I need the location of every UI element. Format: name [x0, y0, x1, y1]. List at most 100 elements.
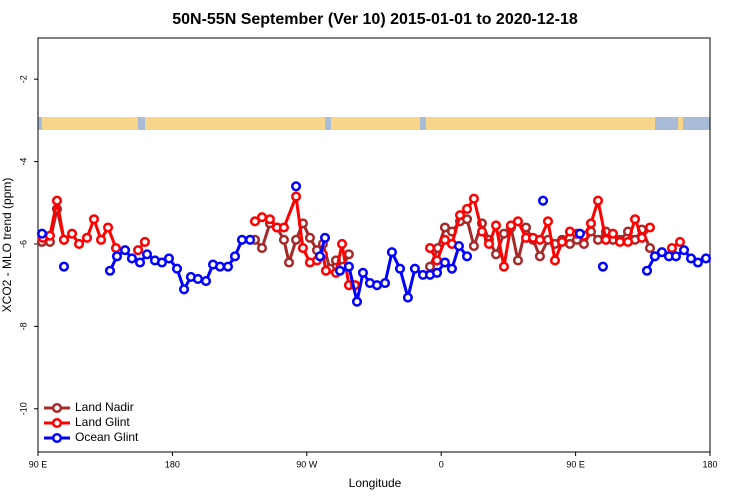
data-point: [58, 261, 70, 272]
y-tick-label: -2: [18, 75, 28, 83]
data-point: [534, 251, 545, 262]
data-point: [249, 216, 261, 227]
data-point: [461, 251, 473, 262]
data-point: [607, 228, 618, 239]
data-point: [163, 253, 175, 264]
y-tick-label: -8: [18, 322, 28, 330]
data-point: [549, 255, 561, 266]
data-point: [319, 232, 331, 243]
data-point: [614, 236, 626, 247]
data-point: [490, 249, 502, 260]
data-point: [505, 220, 516, 231]
y-tick-label: -10: [18, 402, 28, 415]
land-strip: [331, 117, 420, 130]
data-point: [670, 251, 682, 262]
data-point: [439, 257, 450, 268]
data-point: [304, 232, 315, 243]
data-point: [178, 284, 190, 295]
data-point: [192, 273, 203, 285]
data-point: [498, 261, 509, 272]
data-point: [468, 193, 479, 204]
data-point: [700, 253, 712, 264]
data-point: [424, 243, 436, 254]
data-point: [592, 195, 604, 206]
x-tick-label: 90 E: [566, 459, 585, 469]
data-point: [512, 216, 524, 227]
data-point: [66, 228, 78, 239]
data-point: [111, 251, 123, 262]
data-point: [468, 240, 479, 252]
data-point: [424, 261, 436, 272]
data-point: [656, 247, 667, 258]
data-point: [278, 234, 290, 245]
data-point: [351, 296, 363, 307]
x-tick-label: 180: [702, 459, 717, 469]
data-point: [264, 214, 275, 225]
plot-frame: [37, 37, 711, 453]
x-axis-label: Longitude: [349, 476, 402, 490]
data-point: [283, 257, 295, 268]
data-point: [512, 255, 524, 266]
data-point: [102, 222, 114, 233]
y-axis-label: XCO2 - MLO trend (ppm): [0, 178, 14, 313]
chart-title: 50N-55N September (Ver 10) 2015-01-01 to…: [172, 11, 578, 28]
data-point: [320, 265, 331, 276]
data-point: [141, 249, 153, 260]
data-point: [674, 236, 686, 247]
data-point: [256, 243, 268, 254]
data-point: [95, 234, 107, 245]
legend-marker: [51, 402, 63, 414]
data-point: [110, 243, 122, 254]
data-point: [409, 263, 420, 274]
legend-label: Land Glint: [75, 415, 130, 429]
data-point: [380, 278, 391, 289]
data-point: [104, 265, 116, 276]
data-point: [297, 243, 308, 254]
data-point: [641, 265, 653, 276]
data-point: [537, 195, 549, 206]
data-point: [556, 236, 568, 247]
data-point: [678, 245, 690, 256]
data-point: [88, 214, 100, 225]
data-point: [644, 243, 656, 254]
land-strip: [678, 117, 683, 130]
data-point: [592, 234, 604, 245]
data-point: [290, 234, 302, 245]
data-point: [133, 245, 144, 256]
data-point: [256, 212, 268, 223]
land-strip: [145, 117, 325, 130]
data-point: [622, 236, 634, 247]
data-point: [446, 263, 458, 274]
data-point: [245, 234, 256, 245]
x-tick-label: 180: [165, 459, 180, 469]
data-point: [229, 251, 241, 262]
data-point: [476, 226, 488, 237]
data-point: [74, 238, 85, 250]
data-point: [200, 275, 212, 287]
data-point: [44, 230, 55, 241]
data-point: [483, 238, 495, 250]
data-point: [431, 267, 443, 278]
data-point: [343, 261, 354, 272]
data-point: [542, 216, 554, 227]
land-strip: [426, 117, 655, 130]
data-point: [314, 251, 325, 262]
data-point: [585, 218, 597, 229]
data-point: [343, 249, 354, 260]
data-point: [644, 222, 656, 233]
data-point: [402, 292, 413, 303]
data-point: [461, 214, 473, 225]
data-point: [290, 191, 302, 202]
y-tick-label: -4: [18, 158, 28, 166]
land-mask: [38, 117, 710, 130]
data-point: [336, 238, 348, 250]
data-point: [222, 261, 234, 272]
legend-label: Land Nadir: [75, 400, 134, 414]
data-point: [597, 261, 608, 272]
data-point: [600, 234, 611, 245]
data-point: [490, 220, 502, 231]
data-point: [692, 257, 703, 268]
data-point: [498, 228, 509, 239]
data-point: [51, 195, 63, 206]
